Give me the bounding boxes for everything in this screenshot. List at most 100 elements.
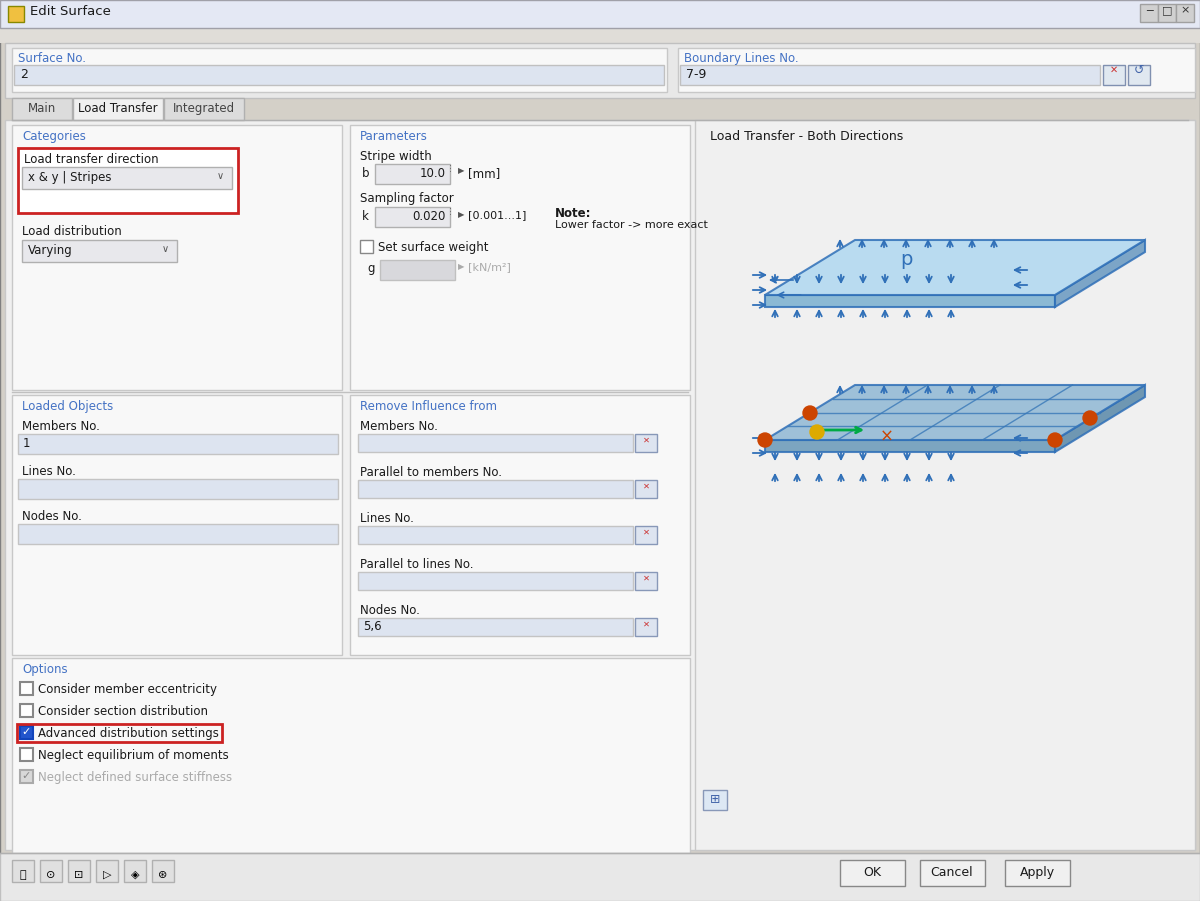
Text: ✕: ✕ bbox=[642, 574, 649, 583]
Bar bbox=[380, 260, 455, 280]
Text: ✕: ✕ bbox=[642, 436, 649, 445]
Circle shape bbox=[1048, 433, 1062, 447]
Bar bbox=[635, 618, 658, 636]
Bar bbox=[20, 748, 34, 761]
Bar bbox=[18, 434, 338, 454]
Bar bbox=[1103, 65, 1126, 85]
Text: ▷: ▷ bbox=[103, 870, 112, 880]
Text: ✕: ✕ bbox=[642, 528, 649, 537]
Bar bbox=[5, 43, 1195, 98]
Text: Neglect equilibrium of moments: Neglect equilibrium of moments bbox=[38, 749, 229, 762]
Bar bbox=[14, 65, 664, 85]
Polygon shape bbox=[766, 385, 1145, 440]
Bar bbox=[1140, 4, 1158, 22]
Text: Parallel to lines No.: Parallel to lines No. bbox=[360, 558, 474, 571]
Text: Main: Main bbox=[28, 102, 56, 115]
Text: ⊙: ⊙ bbox=[47, 870, 55, 880]
Bar bbox=[22, 240, 178, 262]
Text: Members No.: Members No. bbox=[22, 420, 100, 433]
Text: ×: × bbox=[1181, 5, 1189, 15]
Bar bbox=[358, 526, 634, 544]
Text: ✕: ✕ bbox=[1110, 65, 1118, 75]
Text: ↺: ↺ bbox=[1134, 63, 1145, 77]
Text: ◈: ◈ bbox=[131, 870, 139, 880]
Bar bbox=[12, 860, 34, 882]
Bar bbox=[20, 704, 34, 717]
Bar bbox=[635, 480, 658, 498]
Bar bbox=[350, 395, 690, 655]
Text: Set surface weight: Set surface weight bbox=[378, 241, 488, 254]
Bar bbox=[358, 434, 634, 452]
Text: [kN/m²]: [kN/m²] bbox=[468, 262, 511, 272]
Bar bbox=[12, 125, 342, 390]
Bar bbox=[73, 98, 163, 120]
Text: ⊛: ⊛ bbox=[158, 870, 168, 880]
Text: Sampling factor: Sampling factor bbox=[360, 192, 454, 205]
Text: □: □ bbox=[1162, 5, 1172, 15]
Text: Lower factor -> more exact: Lower factor -> more exact bbox=[554, 220, 708, 230]
Circle shape bbox=[758, 433, 772, 447]
Text: ▶: ▶ bbox=[458, 166, 464, 175]
Text: Neglect defined surface stiffness: Neglect defined surface stiffness bbox=[38, 771, 232, 784]
Text: Note:: Note: bbox=[554, 207, 592, 220]
Text: Parameters: Parameters bbox=[360, 130, 428, 143]
Bar bbox=[920, 860, 985, 886]
Bar bbox=[680, 65, 1100, 85]
Bar bbox=[695, 120, 1195, 850]
Circle shape bbox=[1084, 411, 1097, 425]
Polygon shape bbox=[766, 240, 1145, 295]
Text: p: p bbox=[900, 250, 912, 269]
Text: Edit Surface: Edit Surface bbox=[30, 5, 110, 18]
Text: 1: 1 bbox=[23, 437, 30, 450]
Text: Categories: Categories bbox=[22, 130, 86, 143]
Text: ⁝: ⁝ bbox=[449, 165, 452, 175]
Text: Load distribution: Load distribution bbox=[22, 225, 121, 238]
Bar bbox=[358, 572, 634, 590]
Bar bbox=[678, 48, 1195, 92]
Text: ✓: ✓ bbox=[22, 771, 31, 781]
Bar bbox=[124, 860, 146, 882]
Text: Cancel: Cancel bbox=[931, 866, 973, 879]
Text: ✕: ✕ bbox=[642, 620, 649, 629]
Bar bbox=[0, 28, 1200, 43]
Bar bbox=[8, 6, 24, 22]
Circle shape bbox=[803, 406, 817, 420]
Text: [0.001...1]: [0.001...1] bbox=[468, 210, 527, 220]
Bar bbox=[358, 480, 634, 498]
Text: Load Transfer - Both Directions: Load Transfer - Both Directions bbox=[710, 130, 904, 143]
Bar bbox=[0, 0, 1200, 28]
Text: Apply: Apply bbox=[1020, 866, 1055, 879]
Bar bbox=[635, 526, 658, 544]
Text: ∨: ∨ bbox=[216, 171, 223, 181]
Bar bbox=[18, 524, 338, 544]
Text: Members No.: Members No. bbox=[360, 420, 438, 433]
Bar bbox=[12, 48, 667, 92]
Bar bbox=[358, 618, 634, 636]
Bar bbox=[20, 726, 34, 739]
Text: Nodes No.: Nodes No. bbox=[360, 604, 420, 617]
Text: x & y | Stripes: x & y | Stripes bbox=[28, 171, 112, 184]
Bar bbox=[374, 164, 450, 184]
Bar bbox=[1006, 860, 1070, 886]
Text: OK: OK bbox=[863, 866, 881, 879]
Text: 0.020: 0.020 bbox=[413, 210, 446, 223]
Text: 7-9: 7-9 bbox=[686, 68, 707, 81]
Text: ✕: ✕ bbox=[642, 482, 649, 491]
Text: [mm]: [mm] bbox=[468, 167, 500, 180]
Text: Advanced distribution settings: Advanced distribution settings bbox=[38, 727, 218, 740]
Bar bbox=[703, 790, 727, 810]
Bar bbox=[374, 207, 450, 227]
Bar bbox=[164, 98, 244, 120]
Text: k: k bbox=[362, 210, 368, 223]
Text: Parallel to members No.: Parallel to members No. bbox=[360, 466, 502, 479]
Text: ▶: ▶ bbox=[458, 262, 464, 271]
Bar bbox=[17, 724, 222, 742]
Bar bbox=[68, 860, 90, 882]
Text: ▶: ▶ bbox=[458, 210, 464, 219]
Bar bbox=[1176, 4, 1194, 22]
Bar bbox=[20, 770, 34, 783]
Bar bbox=[152, 860, 174, 882]
Bar bbox=[18, 479, 338, 499]
Text: Surface No.: Surface No. bbox=[18, 52, 86, 65]
Text: Consider section distribution: Consider section distribution bbox=[38, 705, 208, 718]
